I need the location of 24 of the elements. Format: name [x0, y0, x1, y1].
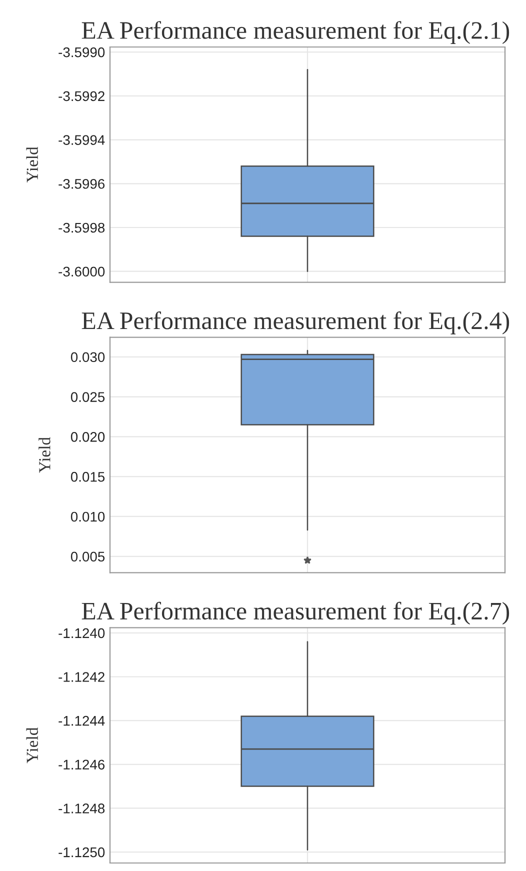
y-tick-label: 0.030	[70, 352, 105, 362]
y-tick-label: -3.6000	[58, 266, 105, 277]
y-tick-label: -3.5994	[58, 135, 105, 145]
y-tick-label: -3.5990	[58, 47, 105, 58]
y-tick-label: -1.1248	[58, 804, 105, 814]
y-axis-title: Yield	[26, 727, 38, 764]
chart-title: EA Performance measurement for Eq.(2.1)	[82, 21, 510, 44]
chart-title: EA Performance measurement for Eq.(2.7)	[82, 602, 510, 625]
y-tick-label: -1.1240	[58, 628, 105, 638]
chart-title: EA Performance measurement for Eq.(2.4)	[82, 311, 510, 334]
y-tick-label: -1.1244	[58, 716, 105, 726]
y-tick-label: 0.005	[70, 552, 105, 562]
y-tick-label: 0.015	[70, 472, 105, 482]
y-axis-title: Yield	[26, 146, 38, 183]
y-tick-label: -1.1242	[58, 672, 104, 682]
y-axis-title: Yield	[38, 437, 50, 473]
y-tick-label: 0.010	[70, 512, 105, 522]
y-tick-label: -1.1250	[58, 847, 105, 858]
y-tick-label: 0.020	[70, 432, 105, 442]
y-tick-label: 0.025	[70, 392, 105, 402]
y-tick-label: -3.5996	[58, 178, 105, 189]
y-tick-label: -3.5992	[58, 91, 104, 102]
y-tick-label: -1.1246	[58, 760, 105, 770]
y-tick-label: -3.5998	[58, 222, 105, 233]
